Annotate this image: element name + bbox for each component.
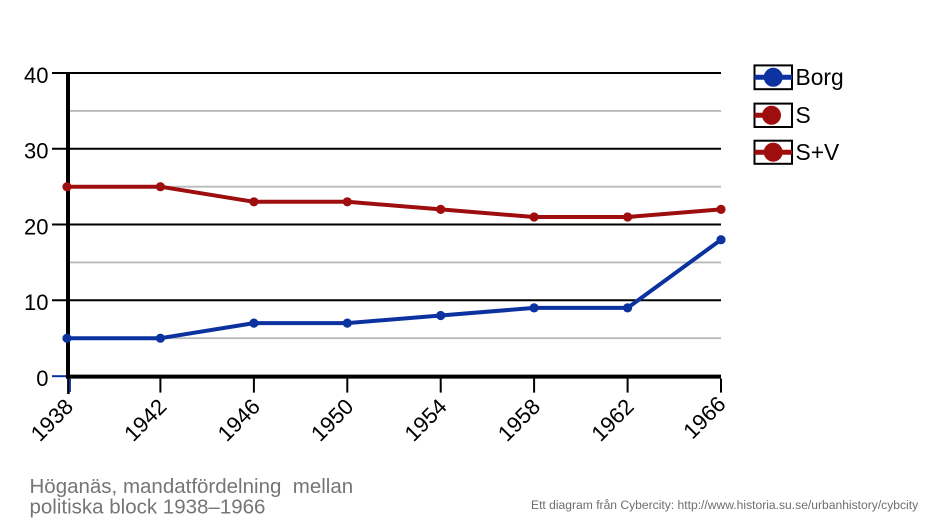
svg-text:30: 30	[24, 139, 48, 164]
svg-text:politiska block 1938–1966: politiska block 1938–1966	[30, 496, 266, 519]
svg-text:S+V: S+V	[796, 139, 841, 165]
svg-text:40: 40	[24, 63, 48, 88]
svg-text:Höganäs, mandatfördelning mel: Höganäs, mandatfördelning mellan	[30, 475, 354, 498]
svg-text:Borg: Borg	[796, 64, 844, 90]
svg-text:Ett diagram från Cybercity: ht: Ett diagram från Cybercity: http://www.h…	[531, 498, 919, 512]
svg-text:S: S	[796, 102, 811, 128]
svg-text:0: 0	[36, 366, 48, 391]
svg-text:20: 20	[24, 214, 48, 239]
svg-text:10: 10	[24, 290, 48, 315]
